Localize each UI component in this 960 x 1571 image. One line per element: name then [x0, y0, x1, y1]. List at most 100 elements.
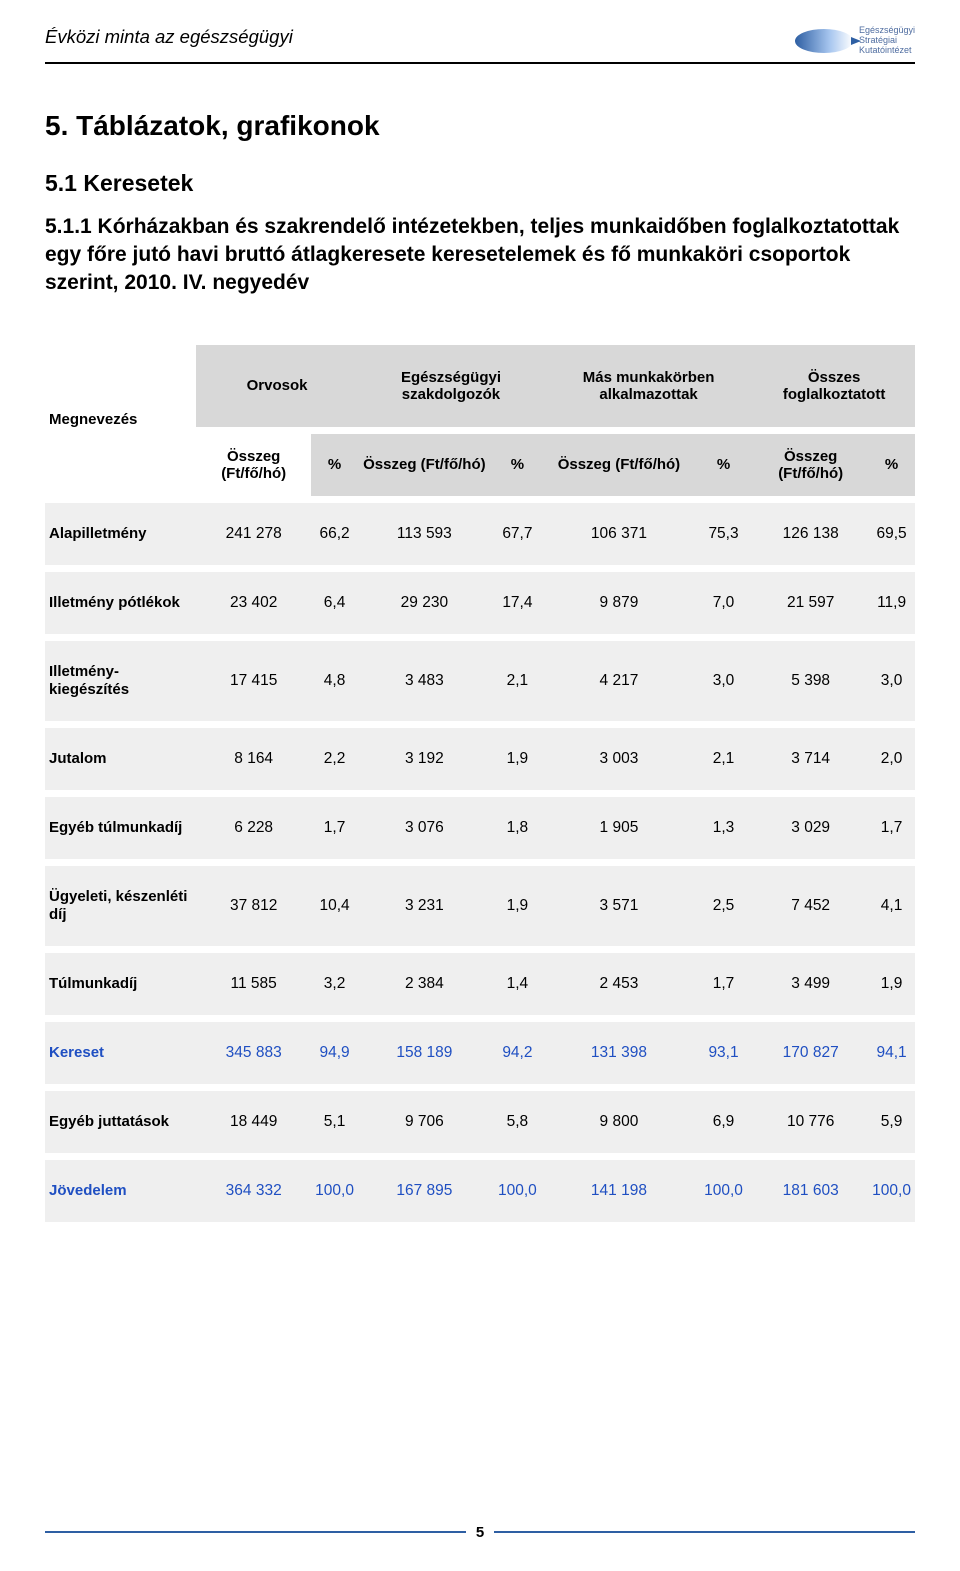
group-header-orvosok: Orvosok	[196, 345, 358, 427]
table-row: Túlmunkadíj11 5853,22 3841,42 4531,73 49…	[45, 953, 915, 1015]
cell-pct: 100,0	[491, 1160, 544, 1222]
cell-osszeg: 131 398	[544, 1022, 694, 1084]
col-pct-1: %	[311, 434, 358, 496]
cell-osszeg: 3 003	[544, 728, 694, 790]
cell-osszeg: 9 800	[544, 1091, 694, 1153]
cell-pct: 1,4	[491, 953, 544, 1015]
cell-osszeg: 364 332	[196, 1160, 311, 1222]
cell-osszeg: 3 192	[358, 728, 491, 790]
cell-pct: 67,7	[491, 503, 544, 565]
cell-pct: 6,9	[694, 1091, 753, 1153]
subsubsection-title: 5.1.1 Kórházakban és szakrendelő intézet…	[45, 213, 915, 298]
group-header-mas-munkakor: Más munkakörben alkalmazottak	[544, 345, 753, 427]
cell-osszeg: 11 585	[196, 953, 311, 1015]
col-osszeg-3: Összeg (Ft/fő/hó)	[544, 434, 694, 496]
cell-osszeg: 3 029	[753, 797, 868, 859]
cell-osszeg: 7 452	[753, 866, 868, 946]
table-row: Jutalom8 1642,23 1921,93 0032,13 7142,0	[45, 728, 915, 790]
col-osszeg-4: Összeg (Ft/fő/hó)	[753, 434, 868, 496]
table-group-header-row: Megnevezés Orvosok Egészségügyi szakdolg…	[45, 345, 915, 427]
cell-osszeg: 9 879	[544, 572, 694, 634]
table-row: Alapilletmény241 27866,2113 59367,7106 3…	[45, 503, 915, 565]
cell-pct: 2,1	[694, 728, 753, 790]
cell-pct: 1,7	[694, 953, 753, 1015]
cell-osszeg: 141 198	[544, 1160, 694, 1222]
cell-osszeg: 8 164	[196, 728, 311, 790]
cell-pct: 94,9	[311, 1022, 358, 1084]
cell-pct: 3,0	[694, 641, 753, 721]
cell-pct: 11,9	[868, 572, 915, 634]
cell-pct: 2,1	[491, 641, 544, 721]
cell-pct: 1,9	[491, 866, 544, 946]
table-head: Megnevezés Orvosok Egészségügyi szakdolg…	[45, 345, 915, 496]
cell-pct: 6,4	[311, 572, 358, 634]
cell-osszeg: 3 483	[358, 641, 491, 721]
cell-osszeg: 3 231	[358, 866, 491, 946]
row-label: Túlmunkadíj	[45, 953, 196, 1015]
cell-osszeg: 10 776	[753, 1091, 868, 1153]
megnevezes-label: Megnevezés	[45, 345, 196, 496]
col-pct-3: %	[694, 434, 753, 496]
cell-pct: 5,9	[868, 1091, 915, 1153]
cell-osszeg: 1 905	[544, 797, 694, 859]
cell-pct: 2,2	[311, 728, 358, 790]
cell-pct: 100,0	[868, 1160, 915, 1222]
cell-osszeg: 21 597	[753, 572, 868, 634]
table-row: Egyéb túlmunkadíj6 2281,73 0761,81 9051,…	[45, 797, 915, 859]
cell-osszeg: 2 453	[544, 953, 694, 1015]
logo-line-3: Kutatóintézet	[859, 46, 915, 56]
cell-pct: 5,1	[311, 1091, 358, 1153]
cell-pct: 17,4	[491, 572, 544, 634]
page-footer: 5	[45, 1523, 915, 1541]
cell-pct: 100,0	[311, 1160, 358, 1222]
cell-osszeg: 3 499	[753, 953, 868, 1015]
cell-pct: 69,5	[868, 503, 915, 565]
footer-hr-right	[494, 1531, 915, 1533]
cell-pct: 1,7	[868, 797, 915, 859]
page-header: Évközi minta az egészségügyi Egészségügy…	[45, 26, 915, 56]
col-osszeg-1: Összeg (Ft/fő/hó)	[196, 434, 311, 496]
cell-pct: 1,9	[491, 728, 544, 790]
col-pct-2: %	[491, 434, 544, 496]
cell-pct: 93,1	[694, 1022, 753, 1084]
cell-osszeg: 23 402	[196, 572, 311, 634]
cell-pct: 100,0	[694, 1160, 753, 1222]
cell-pct: 3,2	[311, 953, 358, 1015]
cell-osszeg: 167 895	[358, 1160, 491, 1222]
group-header-szakdolgozok: Egészségügyi szakdolgozók	[358, 345, 544, 427]
section-title: 5. Táblázatok, grafikonok	[45, 110, 915, 142]
cell-pct: 2,5	[694, 866, 753, 946]
cell-osszeg: 18 449	[196, 1091, 311, 1153]
group-header-osszes: Összes foglalkoztatott	[753, 345, 915, 427]
cell-pct: 10,4	[311, 866, 358, 946]
cell-pct: 5,8	[491, 1091, 544, 1153]
cell-pct: 4,1	[868, 866, 915, 946]
cell-osszeg: 106 371	[544, 503, 694, 565]
table-row: Ügyeleti, készenléti díj37 81210,43 2311…	[45, 866, 915, 946]
table-row: Kereset345 88394,9158 18994,2131 39893,1…	[45, 1022, 915, 1084]
col-osszeg-2: Összeg (Ft/fő/hó)	[358, 434, 491, 496]
cell-pct: 2,0	[868, 728, 915, 790]
row-label: Egyéb juttatások	[45, 1091, 196, 1153]
cell-pct: 7,0	[694, 572, 753, 634]
logo-ellipse-icon	[795, 29, 853, 53]
cell-osszeg: 113 593	[358, 503, 491, 565]
cell-osszeg: 126 138	[753, 503, 868, 565]
col-pct-4: %	[868, 434, 915, 496]
cell-pct: 1,7	[311, 797, 358, 859]
row-label: Ügyeleti, készenléti díj	[45, 866, 196, 946]
cell-osszeg: 29 230	[358, 572, 491, 634]
cell-osszeg: 2 384	[358, 953, 491, 1015]
cell-pct: 1,8	[491, 797, 544, 859]
table-row: Jövedelem364 332100,0167 895100,0141 198…	[45, 1160, 915, 1222]
table-body: Alapilletmény241 27866,2113 59367,7106 3…	[45, 503, 915, 1222]
data-table: Megnevezés Orvosok Egészségügyi szakdolg…	[45, 338, 915, 1229]
cell-pct: 4,8	[311, 641, 358, 721]
cell-osszeg: 3 571	[544, 866, 694, 946]
row-label: Alapilletmény	[45, 503, 196, 565]
cell-pct: 1,3	[694, 797, 753, 859]
header-divider	[45, 62, 915, 64]
row-label: Egyéb túlmunkadíj	[45, 797, 196, 859]
row-label: Illetmény-kiegészítés	[45, 641, 196, 721]
cell-osszeg: 345 883	[196, 1022, 311, 1084]
